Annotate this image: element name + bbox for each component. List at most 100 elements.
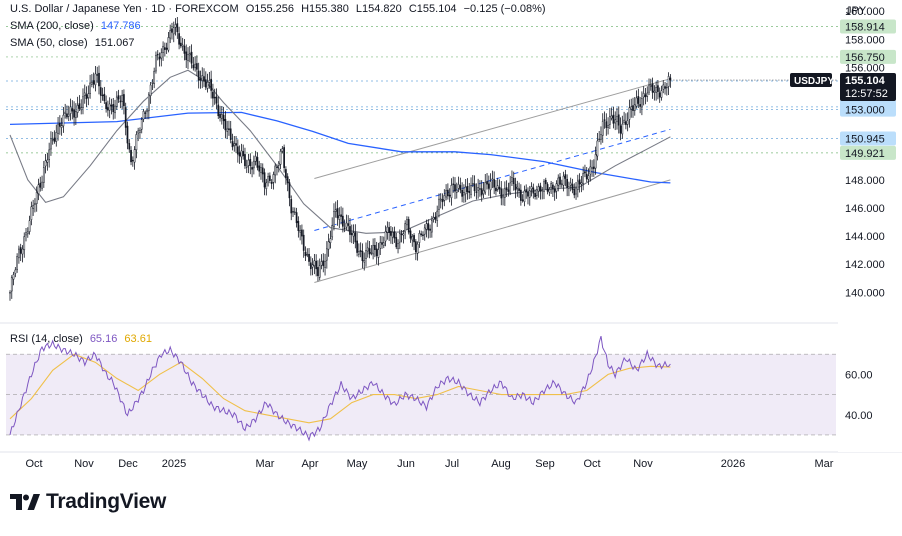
candle-body (516, 186, 519, 189)
candle (352, 224, 355, 245)
candle (471, 175, 474, 188)
candle (212, 83, 214, 107)
candle-body (518, 188, 520, 191)
candle (658, 87, 661, 103)
candle (85, 86, 88, 108)
candle-body (626, 120, 629, 125)
candle-body (486, 181, 488, 185)
candle (231, 133, 234, 151)
candle (441, 193, 444, 210)
candle-body (290, 199, 293, 214)
candle (242, 144, 245, 160)
channel-layer (314, 78, 671, 283)
candle (48, 142, 51, 168)
candle (299, 225, 301, 241)
candle (151, 79, 154, 91)
candle-body (431, 220, 433, 233)
candle-body (543, 181, 545, 192)
candle (664, 81, 666, 95)
candle-body (384, 231, 387, 242)
candle (217, 96, 220, 119)
candle-body (347, 223, 350, 226)
candle-body (187, 54, 189, 62)
candle (350, 224, 353, 244)
last-price-value: 155.104 (845, 75, 886, 87)
rsi-legend[interactable]: RSI (14, close) 65.16 63.61 (10, 333, 152, 345)
time-tick-label: 2026 (721, 458, 745, 470)
candle-body (169, 30, 172, 39)
candle-body (463, 191, 465, 196)
candle-body (260, 167, 262, 173)
candle-body (667, 76, 670, 87)
candle-body (10, 277, 13, 292)
candle-body (16, 256, 18, 270)
candle-body (176, 23, 179, 33)
candle (514, 177, 517, 199)
candle-body (69, 106, 72, 114)
level-tag-label: 153.000 (845, 105, 885, 117)
candle-body (76, 105, 79, 113)
last-price-tag (840, 73, 896, 102)
candle-body (470, 185, 472, 195)
candle-body (365, 250, 367, 259)
candle-body (272, 174, 275, 183)
candle (372, 238, 374, 260)
candle-body (334, 209, 337, 212)
candle-body (457, 184, 460, 189)
candle-body (377, 249, 380, 258)
candle-body (19, 247, 22, 254)
sma50-legend[interactable]: SMA (50, close) 151.067 (10, 37, 134, 49)
symbol-title[interactable]: U.S. Dollar / Japanese Yen · 1D · FOREXC… (10, 3, 239, 15)
candle (546, 182, 549, 195)
candle (525, 184, 528, 199)
candle (18, 245, 20, 264)
candle-body (407, 219, 410, 233)
candle (382, 236, 385, 249)
candle-body (165, 47, 168, 50)
price-tick-label: 146.000 (845, 203, 885, 215)
candle (580, 176, 583, 193)
candle (39, 176, 42, 192)
candle-body (224, 118, 227, 131)
candle-body (311, 264, 314, 268)
candle-body (114, 105, 116, 114)
candle-body (496, 185, 499, 190)
candle (384, 225, 387, 247)
candle (644, 87, 647, 105)
candle (646, 86, 649, 102)
candle-body (372, 245, 374, 255)
time-tick-label: Apr (301, 458, 318, 470)
candle (625, 113, 627, 130)
candle (391, 227, 394, 245)
candle-body (596, 140, 599, 157)
candle-body (546, 184, 549, 192)
time-tick-label: Oct (583, 458, 600, 470)
candle (124, 102, 127, 136)
candle (201, 67, 204, 89)
tradingview-brand[interactable]: TradingView (10, 490, 166, 514)
candle (117, 89, 120, 103)
candle-body (379, 242, 382, 249)
level-tag (840, 131, 896, 146)
candle (277, 160, 280, 173)
candle (452, 176, 455, 193)
candle (153, 67, 156, 89)
sma200-legend[interactable]: SMA (200, close) 147.786 (10, 20, 141, 32)
candle (164, 42, 166, 57)
candle (333, 203, 335, 231)
candle (133, 146, 136, 170)
candle-body (614, 119, 617, 124)
candle (236, 139, 239, 163)
candle-body (124, 107, 127, 128)
candle (585, 167, 588, 182)
candle (103, 86, 106, 104)
candle (450, 178, 453, 206)
candle (12, 271, 15, 286)
currency-label[interactable]: JPY (846, 5, 867, 17)
candle-body (560, 183, 563, 185)
candle-body (381, 242, 383, 245)
candle (99, 79, 102, 103)
candle-body (48, 149, 51, 160)
candle-body (245, 165, 248, 168)
